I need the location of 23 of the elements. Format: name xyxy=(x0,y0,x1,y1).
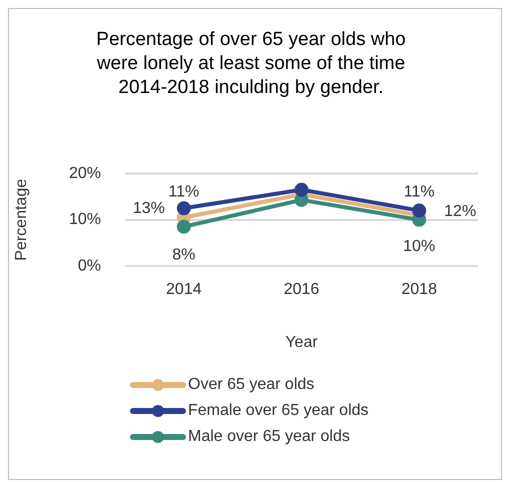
y-axis-title: Percentage xyxy=(13,178,30,261)
point xyxy=(176,220,191,234)
legend-label: Over 65 year olds xyxy=(188,376,314,394)
annotation: 13% xyxy=(132,200,165,218)
annotation: 11% xyxy=(404,183,435,200)
x-axis-title: Year xyxy=(285,334,318,351)
annotation: 11% xyxy=(168,183,200,200)
y-tick-label: 0% xyxy=(78,257,101,274)
annotation: 10% xyxy=(403,238,436,255)
point xyxy=(294,192,308,207)
legend-label: Male over 65 year olds xyxy=(188,428,350,446)
annotation: 8% xyxy=(172,246,196,264)
y-tick-label: 20% xyxy=(68,165,101,182)
x-tick-label: 2014 xyxy=(166,281,202,298)
point xyxy=(176,201,191,216)
x-tick-label: 2018 xyxy=(401,281,438,298)
point xyxy=(412,204,426,218)
chart-title: Percentage of over 65 year olds who were lonely at least some of the time 2014-2018 inculding by gender. xyxy=(95,28,407,100)
x-tick-label: 2016 xyxy=(284,281,320,298)
legend-label: Female over 65 year olds xyxy=(188,402,369,420)
point xyxy=(294,182,308,197)
annotation: 12% xyxy=(444,202,476,220)
y-tick-label: 10% xyxy=(68,211,101,228)
